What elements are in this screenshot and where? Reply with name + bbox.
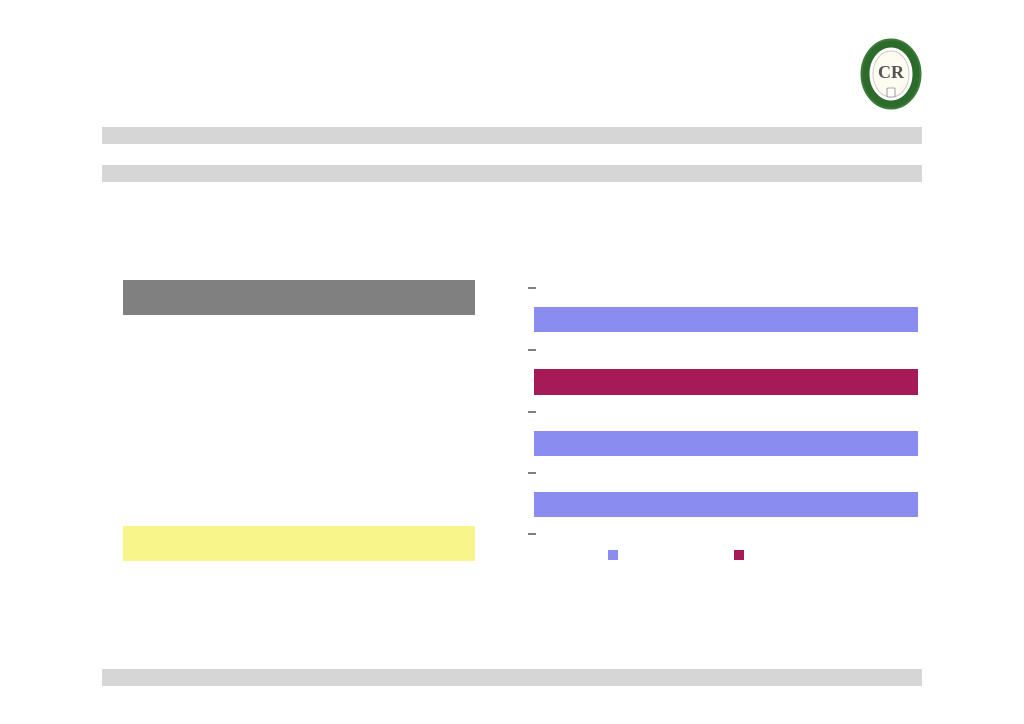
left-block-grey: [123, 280, 475, 315]
data-bar-0: [534, 307, 918, 332]
legend-swatch-0: [608, 550, 618, 560]
legend-swatch-1: [734, 550, 744, 560]
left-block-yellow: [123, 526, 475, 561]
axis-tick-0: [528, 287, 536, 289]
footer-bar: [102, 669, 922, 686]
axis-tick-2: [528, 411, 536, 413]
data-bar-2: [534, 431, 918, 456]
data-bar-3: [534, 492, 918, 517]
axis-tick-3: [528, 472, 536, 474]
axis-tick-1: [528, 349, 536, 351]
page: CR: [0, 0, 1024, 724]
regional-council-logo: CR: [860, 38, 922, 110]
data-bar-1: [534, 369, 918, 395]
header-bar-top: [102, 127, 922, 144]
logo-monogram: CR: [878, 62, 905, 82]
axis-tick-4: [528, 533, 536, 535]
header-bar-bottom: [102, 165, 922, 182]
